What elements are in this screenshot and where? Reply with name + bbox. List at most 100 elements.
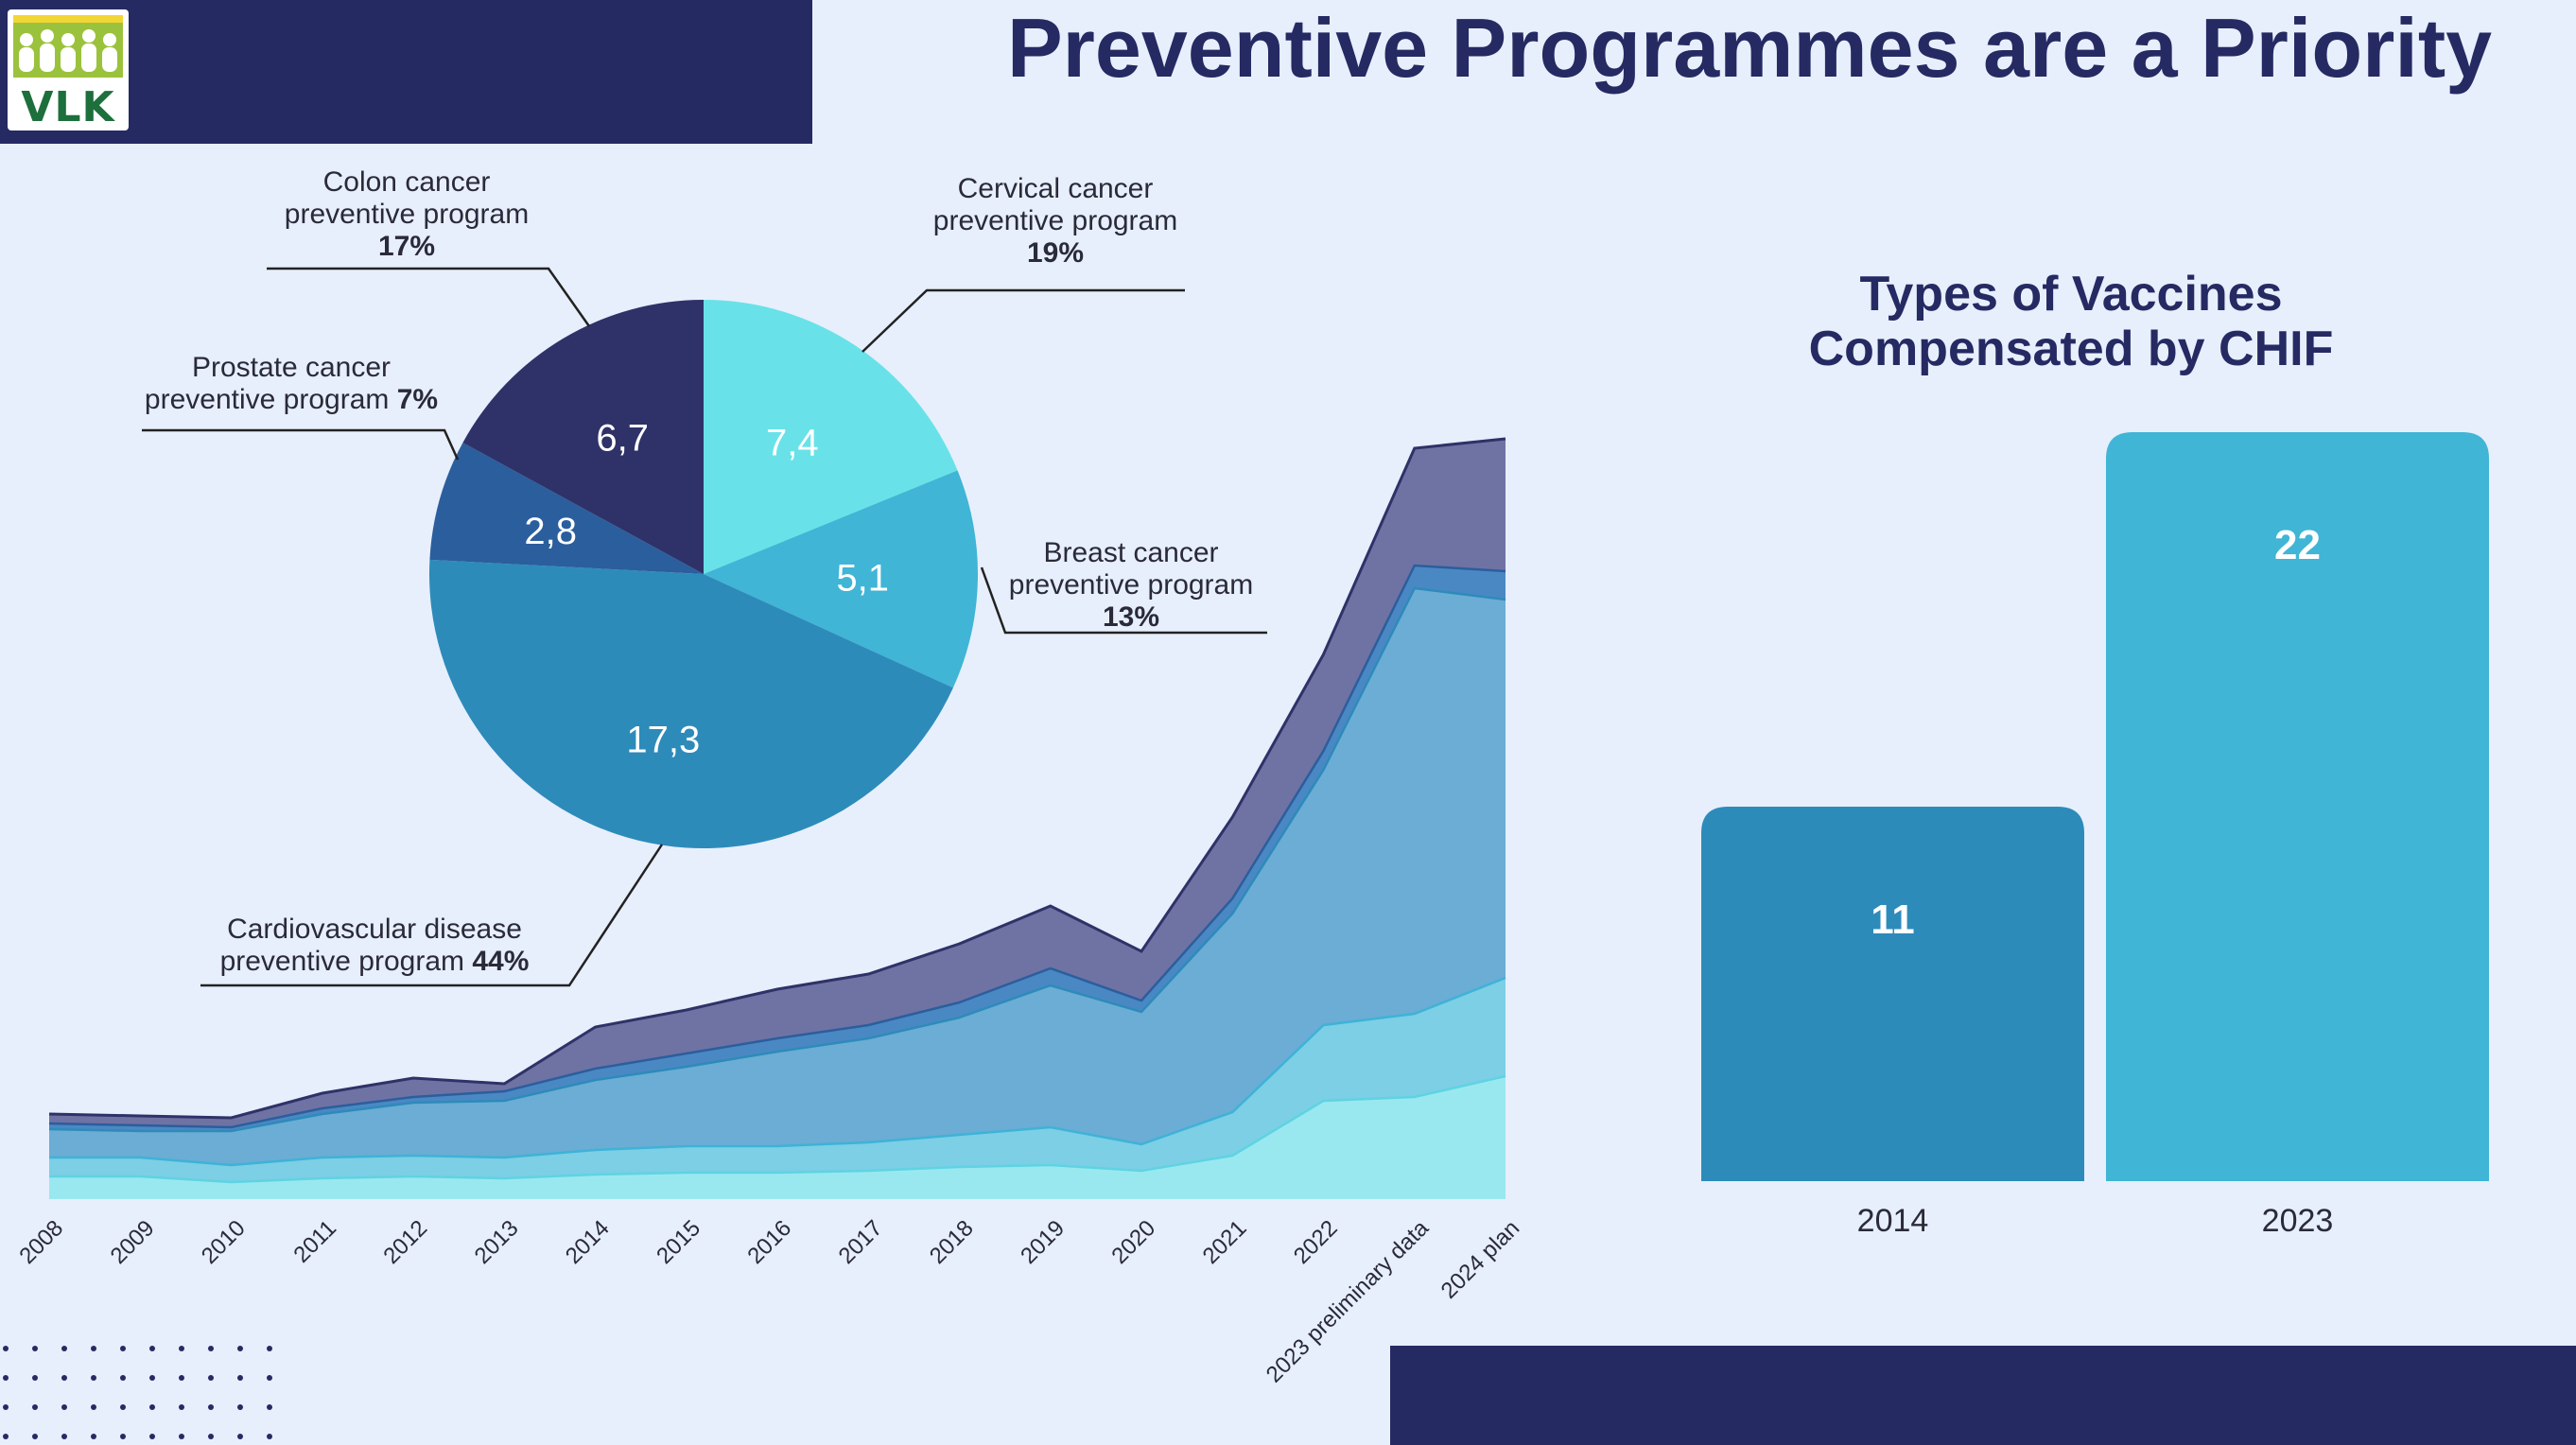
decor-dot: [91, 1404, 96, 1410]
decor-dot: [208, 1434, 214, 1439]
area-series-5: [49, 439, 1506, 1127]
decor-dot: [120, 1346, 126, 1351]
decor-dot: [149, 1375, 155, 1381]
bar-2023: [2106, 432, 2489, 1181]
decor-dot: [3, 1346, 9, 1351]
decor-dot: [32, 1346, 38, 1351]
area-series-line-5: [48, 437, 1506, 1120]
pie-value-colon: 6,7: [596, 417, 649, 459]
decor-dot: [267, 1404, 272, 1410]
decor-dot: [61, 1404, 67, 1410]
decor-dot: [237, 1375, 243, 1381]
decor-dot: [32, 1434, 38, 1439]
cervical-callout-line2: preventive program: [932, 205, 1178, 236]
colon-callout-line1: Colon cancer: [322, 166, 491, 198]
pie-value-cervical: 7,4: [766, 422, 819, 463]
decor-dot: [61, 1346, 67, 1351]
page-title: Preventive Programmes are a Priority: [1006, 1, 2493, 95]
cervical-callout: Cervical cancer preventive program 19%: [885, 173, 1226, 270]
cardio-callout-line1: Cardiovascular disease: [227, 914, 522, 945]
breast-callout-line1: Breast cancer: [1043, 537, 1219, 568]
decor-dot: [179, 1375, 184, 1381]
decor-dot: [208, 1375, 214, 1381]
decor-dot: [237, 1434, 243, 1439]
colon-leader-line: [267, 267, 591, 327]
bar-category-label: 2023: [2262, 1203, 2334, 1239]
decor-dot: [237, 1346, 243, 1351]
breast-callout-line2: preventive program: [1008, 569, 1254, 601]
decor-dot: [149, 1404, 155, 1410]
decor-dot: [237, 1404, 243, 1410]
decor-dot: [179, 1346, 184, 1351]
area-series-line-2: [49, 976, 1506, 1167]
pie-slice-cardio: [429, 559, 953, 849]
decor-dot: [91, 1375, 96, 1381]
prostate-callout-line2: preventive program: [144, 384, 390, 415]
decorative-dots: [3, 1346, 272, 1439]
prostate-callout-pct: 7%: [396, 384, 439, 415]
decor-dot: [120, 1404, 126, 1410]
decor-dot: [3, 1375, 9, 1381]
decor-dot: [267, 1434, 272, 1439]
pie-slice-cervical: [704, 300, 958, 574]
colon-callout-pct: 17%: [377, 231, 436, 262]
decor-dot: [267, 1375, 272, 1381]
decor-dot: [32, 1404, 38, 1410]
decor-dot: [120, 1375, 126, 1381]
cervical-callout-line1: Cervical cancer: [957, 173, 1154, 204]
decor-dot: [149, 1346, 155, 1351]
pie-slice-prostate: [429, 443, 704, 574]
logo-text: VLK: [21, 83, 115, 131]
area-series-line-4: [48, 564, 1506, 1129]
bar-value-label: 22: [2274, 522, 2321, 568]
bar-value-label: 11: [1871, 897, 1915, 943]
breast-callout: Breast cancer preventive program 13%: [970, 537, 1292, 634]
prostate-callout: Prostate cancer preventive program 7%: [112, 352, 471, 416]
colon-callout: Colon cancer preventive program 17%: [236, 166, 577, 263]
decor-dot: [61, 1434, 67, 1439]
pie-slice-colon: [462, 299, 704, 574]
breast-callout-pct: 13%: [1102, 601, 1160, 633]
area-series-1: [49, 1076, 1506, 1199]
cardio-leader-line: [200, 844, 664, 987]
bar-2014: [1701, 807, 2084, 1181]
decor-dot: [91, 1434, 96, 1439]
area-series-line-3: [48, 586, 1506, 1133]
bar-category-label: 2014: [1857, 1203, 1929, 1239]
footer-band: [1390, 1346, 2576, 1445]
decor-dot: [208, 1346, 214, 1351]
decor-dot: [208, 1404, 214, 1410]
colon-callout-line2: preventive program: [284, 199, 530, 230]
pie-value-prostate: 2,8: [524, 511, 577, 552]
area-series-line-1: [49, 1074, 1506, 1184]
cardio-callout: Cardiovascular disease preventive progra…: [185, 914, 564, 978]
decor-dot: [32, 1375, 38, 1381]
decor-dot: [3, 1404, 9, 1410]
vlk-logo: VLK: [8, 9, 129, 131]
decor-dot: [149, 1434, 155, 1439]
decor-dot: [120, 1434, 126, 1439]
header-band: [0, 0, 812, 144]
cervical-leader-line: [862, 288, 1185, 353]
decor-dot: [179, 1404, 184, 1410]
decor-dot: [61, 1375, 67, 1381]
breast-leader-line: [980, 566, 1267, 635]
cervical-callout-pct: 19%: [1026, 237, 1085, 269]
prostate-leader-line: [142, 428, 460, 461]
bar-title-line2: Compensated by CHIF: [1808, 322, 2334, 376]
decor-dot: [267, 1346, 272, 1351]
pie-slice-breast: [704, 470, 979, 688]
pie-value-cardio: 17,3: [626, 720, 700, 761]
area-series-3: [49, 588, 1506, 1165]
bar-title-line1: Types of Vaccines: [1859, 267, 2283, 322]
pie-value-breast: 5,1: [836, 557, 889, 599]
cardio-callout-pct: 44%: [472, 946, 530, 977]
decor-dot: [179, 1434, 184, 1439]
cardio-callout-line2: preventive program: [219, 946, 465, 977]
logo-people-icon: [13, 15, 123, 78]
bar-chart-title: Types of Vaccines Compensated by CHIF: [1683, 267, 2459, 376]
decor-dot: [91, 1346, 96, 1351]
